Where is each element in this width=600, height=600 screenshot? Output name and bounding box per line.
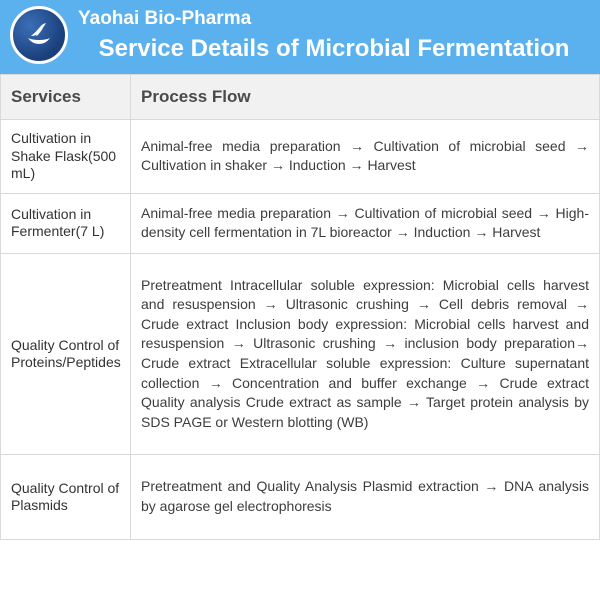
col-header-process-flow: Process Flow (131, 75, 600, 120)
services-table: Services Process Flow Cultivation in Sha… (0, 74, 600, 540)
company-logo (10, 6, 68, 64)
company-name: Yaohai Bio-Pharma (78, 8, 590, 31)
page-title: Service Details of Microbial Fermentatio… (78, 35, 590, 64)
service-cell: Quality Control of Proteins/Peptides (1, 253, 131, 455)
flow-cell: Animal-free media preparation → Cultivat… (131, 120, 600, 194)
table-row: Cultivation in Fermenter(7 L) Animal-fre… (1, 193, 600, 253)
header-text-block: Yaohai Bio-Pharma Service Details of Mic… (78, 6, 590, 64)
logo-mark-icon (22, 18, 56, 52)
service-cell: Quality Control of Plasmids (1, 455, 131, 539)
flow-cell: Pretreatment Intracellular soluble expre… (131, 253, 600, 455)
header-banner: Yaohai Bio-Pharma Service Details of Mic… (0, 0, 600, 74)
flow-cell: Pretreatment and Quality Analysis Plasmi… (131, 455, 600, 539)
table-row: Quality Control of Proteins/Peptides Pre… (1, 253, 600, 455)
logo-container (10, 6, 68, 64)
table-row: Quality Control of Plasmids Pretreatment… (1, 455, 600, 539)
col-header-services: Services (1, 75, 131, 120)
table-row: Cultivation in Shake Flask(500 mL) Anima… (1, 120, 600, 194)
table-header-row: Services Process Flow (1, 75, 600, 120)
flow-cell: Animal-free media preparation → Cultivat… (131, 193, 600, 253)
service-cell: Cultivation in Fermenter(7 L) (1, 193, 131, 253)
service-cell: Cultivation in Shake Flask(500 mL) (1, 120, 131, 194)
